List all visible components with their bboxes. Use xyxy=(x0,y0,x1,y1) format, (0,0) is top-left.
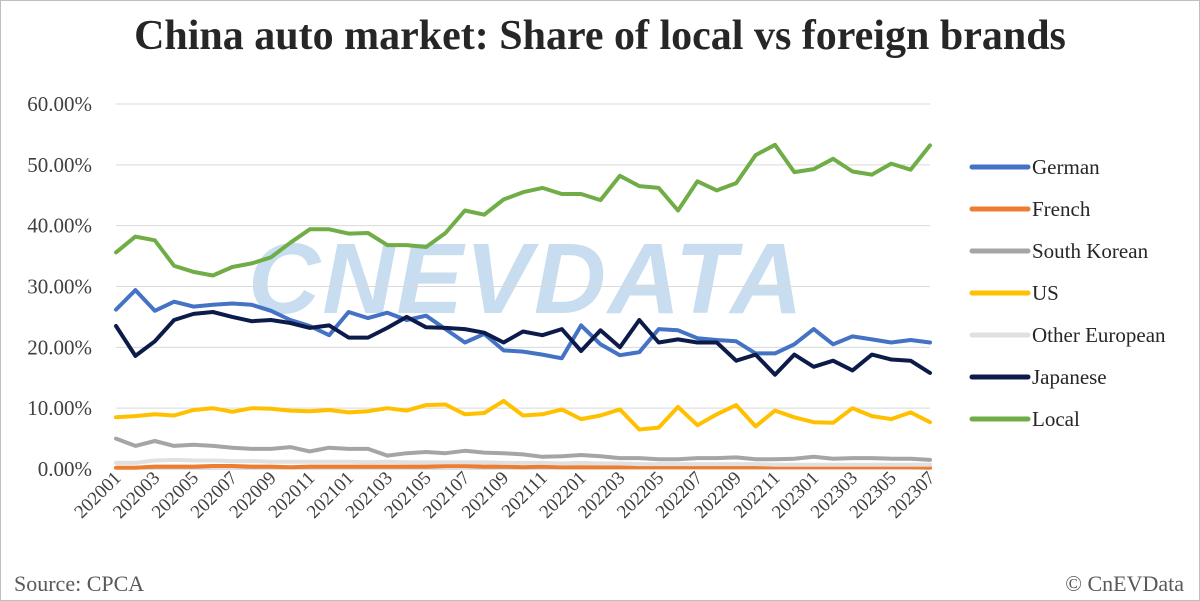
legend-label-japanese: Japanese xyxy=(1032,365,1107,389)
legend-label-french: French xyxy=(1032,197,1091,221)
series-line-us xyxy=(114,398,932,432)
legend-label-south-korean: South Korean xyxy=(1032,239,1149,263)
series-line-french xyxy=(114,464,932,470)
series-line-south-korean xyxy=(114,436,932,462)
y-tick-label: 40.00% xyxy=(27,214,92,238)
y-axis: 0.00% 10.00% 20.00% 30.00% 40.00% 50.00% 60.00… xyxy=(27,92,92,481)
series-line-other-european xyxy=(114,457,932,467)
y-tick-label: 30.00% xyxy=(27,275,92,299)
watermark-logo: CNEVDATA xyxy=(248,223,805,335)
series-line-german xyxy=(114,288,932,361)
legend: German French South Korean US Other European… xyxy=(969,155,1166,431)
series-line-local xyxy=(114,142,932,278)
series-line-japanese xyxy=(114,310,932,377)
chart-title: China auto market: Share of local vs for… xyxy=(134,13,1066,59)
legend-label-us: US xyxy=(1032,281,1059,305)
legend-label-local: Local xyxy=(1032,407,1080,431)
series-lines xyxy=(114,142,932,470)
y-tick-label: 20.00% xyxy=(27,335,92,359)
legend-label-other-european: Other European xyxy=(1032,323,1166,347)
y-tick-label: 0.00% xyxy=(38,457,92,481)
y-tick-label: 60.00% xyxy=(27,92,92,116)
source-note: Source: CPCA xyxy=(14,571,145,596)
y-tick-label: 50.00% xyxy=(27,153,92,177)
x-axis: 2020012020032020052020072020092020112021… xyxy=(70,468,939,523)
y-tick-label: 10.00% xyxy=(27,396,92,420)
legend-label-german: German xyxy=(1032,155,1100,179)
copyright-note: © CnEVData xyxy=(1065,571,1184,596)
